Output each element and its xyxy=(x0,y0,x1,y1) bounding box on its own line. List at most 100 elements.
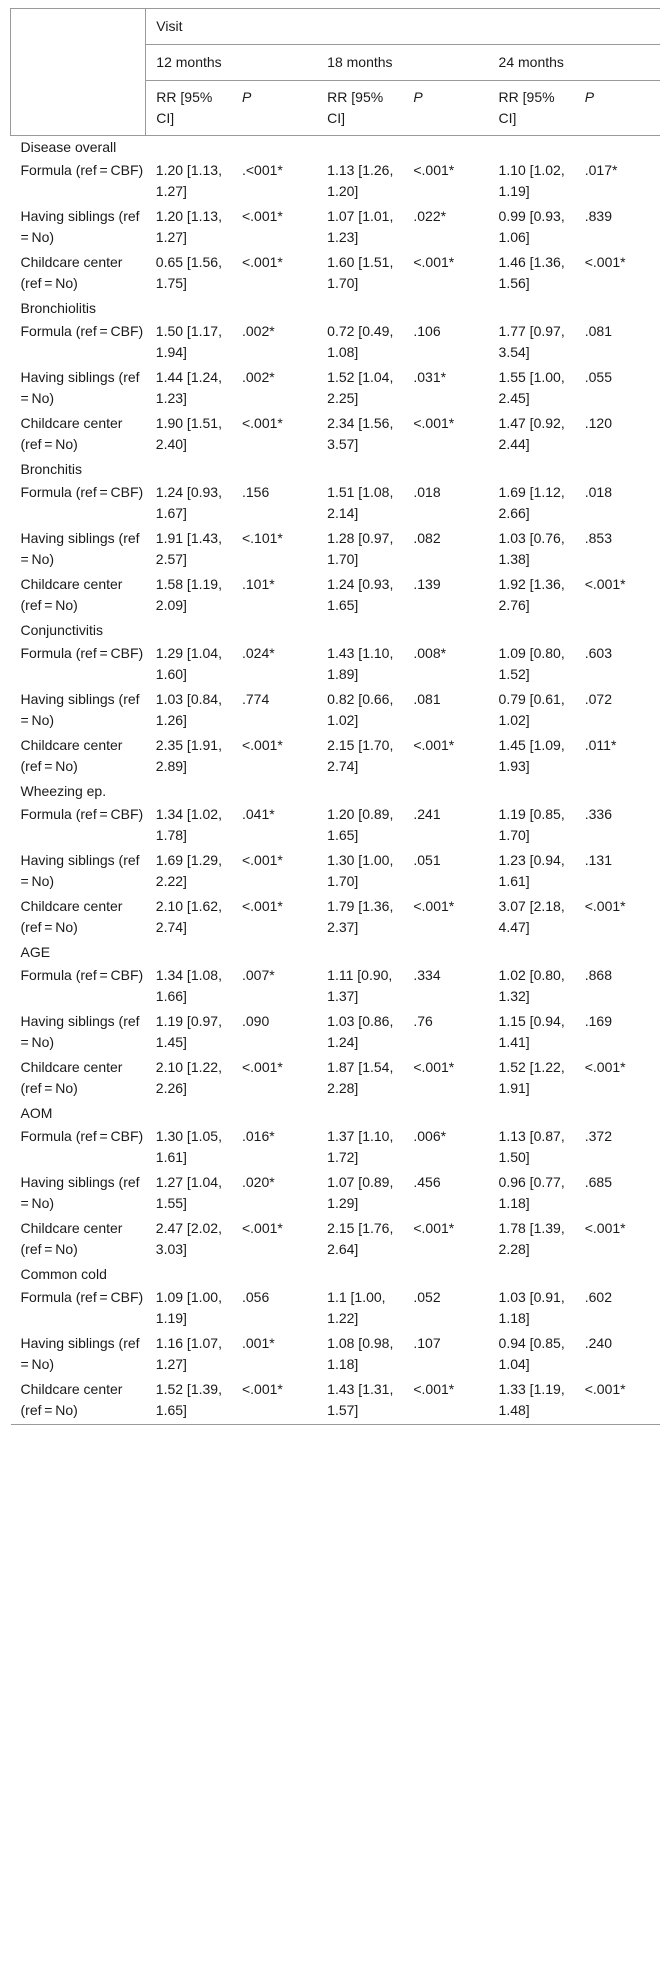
p-value-cell: .001* xyxy=(241,1335,275,1351)
p-value-cell: .131 xyxy=(584,852,612,868)
month-header-12: 12 months xyxy=(145,44,318,81)
row-label: Having siblings (ref = No) xyxy=(20,208,143,245)
section-filler xyxy=(146,619,660,642)
rr-cell: 1.29 [1.04, 1.60] xyxy=(155,645,222,682)
p-value-cell: .240 xyxy=(584,1335,612,1351)
section-title: Common cold xyxy=(20,1266,107,1282)
rr-cell: 1.27 [1.04, 1.55] xyxy=(155,1174,222,1211)
row-label: Formula (ref = CBF) xyxy=(20,162,144,178)
row-label: Having siblings (ref = No) xyxy=(20,691,143,728)
rr-header: RR [95% CI] xyxy=(488,80,575,136)
p-value-cell: .052 xyxy=(413,1289,441,1305)
rr-cell: 1.20 [1.13, 1.27] xyxy=(155,162,222,199)
table-row: Formula (ref = CBF) 1.09 [1.00, 1.19] .056… xyxy=(11,1286,661,1332)
table-row: Formula (ref = CBF) 1.30 [1.05, 1.61] .016… xyxy=(11,1125,661,1171)
p-value-cell: .011* xyxy=(584,737,617,753)
rr-cell: 1.03 [0.91, 1.18] xyxy=(498,1289,565,1326)
rr-cell: 1.19 [0.97, 1.45] xyxy=(155,1013,222,1050)
p-value-cell: .372 xyxy=(584,1128,612,1144)
p-value-cell: .<001* xyxy=(241,162,283,178)
rr-cell: 2.15 [1.70, 2.74] xyxy=(327,737,394,774)
table-header: Visit 12 months 18 months 24 months RR [… xyxy=(9,8,660,136)
rr-cell: 1.43 [1.31, 1.57] xyxy=(317,1378,404,1425)
row-label: Childcare center (ref = No) xyxy=(20,254,123,291)
table-row: Having siblings (ref = No) 1.16 [1.07, 1.… xyxy=(11,1332,661,1378)
p-value-cell: .002* xyxy=(241,323,275,339)
rr-cell: 1.02 [0.80, 1.32] xyxy=(498,967,565,1004)
rr-cell: 1.15 [0.94, 1.41] xyxy=(498,1013,565,1050)
table-row: Having siblings (ref = No) 1.69 [1.29, 2.… xyxy=(11,849,661,895)
p-value-cell: .156 xyxy=(241,484,270,500)
p-value-cell: .603 xyxy=(584,645,612,661)
rr-cell: 1.20 [0.89, 1.65] xyxy=(327,806,394,843)
rr-cell: 1.08 [0.98, 1.18] xyxy=(327,1335,394,1372)
section-title: AOM xyxy=(20,1105,53,1121)
row-label: Having siblings (ref = No) xyxy=(20,1013,143,1050)
row-label: Formula (ref = CBF) xyxy=(20,645,144,661)
table-row: Childcare center (ref = No) 2.10 [1.22, 2… xyxy=(11,1056,661,1102)
rr-cell: 1.52 [1.22, 1.91] xyxy=(498,1059,565,1096)
p-value-cell: .120 xyxy=(584,415,612,431)
rr-cell: 1.03 [0.86, 1.24] xyxy=(327,1013,394,1050)
rr-cell: 1.03 [0.84, 1.26] xyxy=(155,691,222,728)
p-value-cell: .007* xyxy=(241,967,275,983)
rr-cell: 1.13 [1.26, 1.20] xyxy=(327,162,394,199)
rr-cell: 1.44 [1.24, 1.23] xyxy=(155,369,222,406)
row-label: Formula (ref = CBF) xyxy=(20,967,144,983)
p-value-cell: .041* xyxy=(241,806,275,822)
rr-cell: 1.69 [1.12, 2.66] xyxy=(498,484,565,521)
rr-cell: 1.03 [0.76, 1.38] xyxy=(498,530,565,567)
rr-cell: 2.34 [1.56, 3.57] xyxy=(327,415,394,452)
row-label: Formula (ref = CBF) xyxy=(20,1128,144,1144)
rr-cell: 1.11 [0.90, 1.37] xyxy=(327,967,393,1004)
p-value-cell: <.001* xyxy=(241,737,283,753)
rr-cell: 1.79 [1.36, 2.37] xyxy=(327,898,394,935)
table-body: Disease overall Formula (ref = CBF) 1.20 [… xyxy=(10,136,661,1425)
row-label: Having siblings (ref = No) xyxy=(20,530,143,567)
table-row: Childcare center (ref = No) 2.35 [1.91, 2… xyxy=(11,734,661,780)
rr-cell: 1.60 [1.51, 1.70] xyxy=(327,254,394,291)
p-value-cell: .020* xyxy=(241,1174,275,1190)
month-header-24: 24 months xyxy=(488,44,660,81)
p-value-cell: .853 xyxy=(584,530,612,546)
row-label: Formula (ref = CBF) xyxy=(20,1289,144,1305)
section-filler xyxy=(146,941,660,964)
row-label: Childcare center (ref = No) xyxy=(20,898,123,935)
p-value-cell: <.101* xyxy=(241,530,283,546)
p-value-cell: <.001* xyxy=(413,898,455,914)
rr-cell: 1.46 [1.36, 1.56] xyxy=(498,254,565,291)
rr-header: RR [95% CI] xyxy=(317,80,404,136)
rr-cell: 1.34 [1.08, 1.66] xyxy=(155,967,222,1004)
p-value-cell: .106 xyxy=(413,323,441,339)
p-value-cell: .022* xyxy=(413,208,447,224)
row-label: Having siblings (ref = No) xyxy=(20,369,143,406)
rr-header: RR [95% CI] xyxy=(145,80,232,136)
p-value-cell: <.001* xyxy=(584,1059,626,1075)
row-label: Formula (ref = CBF) xyxy=(20,484,144,500)
rr-cell: 2.35 [1.91, 2.89] xyxy=(155,737,222,774)
table-row: Childcare center (ref = No) 1.52 [1.39, 1… xyxy=(10,1378,660,1425)
p-value-cell: <.001* xyxy=(584,898,626,914)
p-value-cell: <.001* xyxy=(403,1378,489,1425)
p-value-cell: .602 xyxy=(584,1289,612,1305)
p-value-cell: <.001* xyxy=(241,415,283,431)
p-value-cell: <.001* xyxy=(413,737,455,753)
p-value-cell: .082 xyxy=(413,530,441,546)
table-row: Childcare center (ref = No) 2.10 [1.62, 2… xyxy=(11,895,661,941)
rr-cell: 1.90 [1.51, 2.40] xyxy=(155,415,222,452)
row-label: Formula (ref = CBF) xyxy=(20,323,144,339)
table-row: Having siblings (ref = No) 1.27 [1.04, 1.… xyxy=(11,1171,661,1217)
month-header-18: 18 months xyxy=(317,44,489,81)
rr-cell: 0.82 [0.66, 1.02] xyxy=(327,691,394,728)
visit-header: Visit xyxy=(145,8,660,45)
results-table: Visit 12 months 18 months 24 months RR [… xyxy=(9,8,661,1425)
p-value-cell: .839 xyxy=(584,208,612,224)
rr-cell: 2.47 [2.02, 3.03] xyxy=(155,1220,222,1257)
p-value-cell: <.001* xyxy=(241,1059,283,1075)
p-value-cell: <.001* xyxy=(584,1220,626,1236)
rr-cell: 2.15 [1.76, 2.64] xyxy=(327,1220,394,1257)
rr-cell: 1.92 [1.36, 2.76] xyxy=(498,576,565,613)
table-row: Childcare center (ref = No) 2.47 [2.02, 3… xyxy=(11,1217,661,1263)
p-value-cell: <.001* xyxy=(241,254,283,270)
visit-header-row: Visit xyxy=(9,8,660,136)
